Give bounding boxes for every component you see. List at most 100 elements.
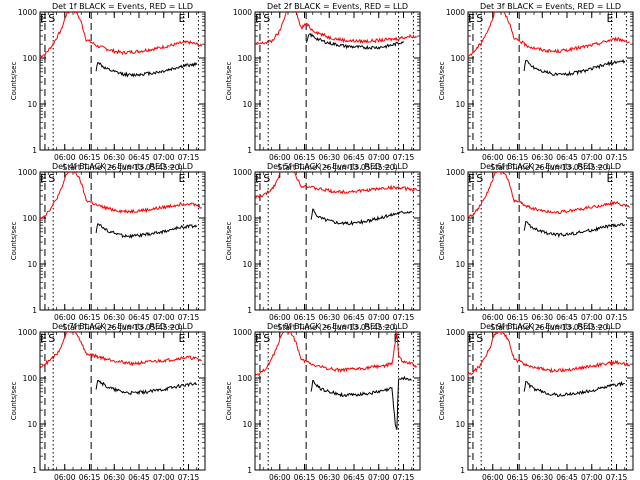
panel-axes-frame — [467, 171, 634, 311]
panel-axes-frame — [254, 171, 421, 311]
series-group — [468, 172, 631, 238]
x-tick-label: 07:15 — [393, 153, 415, 162]
x-tick-label: 06:00 — [269, 473, 291, 480]
panel-axes-frame — [467, 331, 634, 471]
y-tick-label: 1000 — [18, 328, 37, 337]
lld-series-line — [468, 332, 631, 376]
panel-title: Det 1f BLACK = Events, RED = LLD — [52, 2, 193, 11]
y-tick-label: 10 — [27, 100, 37, 109]
y-axis-label: Counts/sec — [225, 382, 233, 421]
y-tick-label: 1000 — [233, 328, 252, 337]
x-axis-label: Start Time (26-Jun-13 05:45:20) — [278, 163, 398, 172]
x-tick-label: 06:15 — [294, 313, 316, 322]
x-tick-label: 06:15 — [294, 473, 316, 480]
panel-title: Det 6f BLACK = Events, RED = LLD — [480, 162, 621, 171]
y-tick-label: 1 — [32, 146, 37, 155]
x-tick-label: 07:00 — [581, 153, 603, 162]
x-tick-label: 06:00 — [269, 153, 291, 162]
y-tick-label: 10 — [27, 260, 37, 269]
x-tick-label: 06:15 — [507, 153, 529, 162]
lld-series-line — [255, 332, 418, 378]
x-tick-label: 07:00 — [153, 313, 175, 322]
time-marker-label: E — [468, 172, 475, 185]
x-tick-label: 07:15 — [606, 153, 628, 162]
y-axis-label: Counts/sec — [10, 62, 18, 101]
events-series-line — [95, 61, 198, 78]
time-marker-label: E — [179, 332, 186, 345]
x-tick-label: 06:30 — [103, 153, 125, 162]
x-tick-label: 06:00 — [54, 153, 76, 162]
events-series-line — [305, 33, 404, 50]
y-tick-label: 10 — [455, 260, 465, 269]
y-tick-label: 100 — [23, 374, 38, 383]
panel-axes-frame — [39, 11, 206, 151]
x-tick-label: 07:00 — [368, 473, 390, 480]
time-marker-label: E — [255, 12, 262, 25]
y-axis-label: Counts/sec — [225, 222, 233, 261]
x-tick-label: 06:45 — [343, 313, 365, 322]
time-marker-label: S — [48, 172, 55, 185]
y-tick-label: 100 — [238, 374, 253, 383]
time-marker-label: S — [48, 12, 55, 25]
x-tick-label: 06:45 — [556, 473, 578, 480]
lld-series-line — [255, 172, 418, 199]
detector-panel: Det 8f BLACK = Events, RED = LLD 1 10 100 10… — [225, 322, 421, 480]
x-tick-label: 06:15 — [79, 473, 101, 480]
detector-panel: Det 2f BLACK = Events, RED = LLD 1 10 100 10… — [225, 2, 421, 172]
y-tick-label: 1 — [247, 466, 252, 475]
time-marker-label: E — [40, 172, 47, 185]
y-tick-label: 1 — [247, 146, 252, 155]
y-axis-label: Counts/sec — [10, 222, 18, 261]
time-marker-label: E — [468, 332, 475, 345]
panel-title: Det 7f BLACK = Events, RED = LLD — [52, 322, 193, 331]
x-tick-label: 06:15 — [79, 153, 101, 162]
y-tick-label: 10 — [242, 100, 252, 109]
x-tick-label: 07:15 — [178, 473, 200, 480]
y-tick-label: 100 — [451, 374, 466, 383]
series-group — [468, 332, 631, 398]
y-tick-label: 1000 — [18, 8, 37, 17]
x-tick-label: 06:45 — [556, 313, 578, 322]
y-tick-label: 10 — [455, 420, 465, 429]
x-tick-label: 06:30 — [318, 473, 340, 480]
x-tick-label: 07:15 — [606, 313, 628, 322]
events-series-line — [95, 379, 198, 396]
panel-axes-frame — [467, 11, 634, 151]
y-axis-label: Counts/sec — [438, 382, 446, 421]
x-axis-label: Start Time (26-Jun-13 05:45:20) — [491, 323, 611, 332]
detector-panel: Det 6f BLACK = Events, RED = LLD 1 10 100 10… — [438, 162, 634, 332]
x-tick-label: 07:15 — [393, 473, 415, 480]
lld-series-line — [40, 12, 203, 58]
y-tick-label: 1 — [32, 306, 37, 315]
panel-title: Det 4f BLACK = Events, RED = LLD — [52, 162, 193, 171]
time-marker-label: S — [48, 332, 55, 345]
lld-series-line — [40, 332, 202, 369]
time-marker-label: E — [255, 172, 262, 185]
events-series-line — [310, 208, 413, 227]
events-series-line — [95, 223, 198, 239]
y-tick-label: 100 — [238, 214, 253, 223]
panel-axes-frame — [254, 331, 421, 471]
time-marker-label: S — [476, 332, 483, 345]
detector-panel: Det 9f BLACK = Events, RED = LLD 1 10 100 10… — [438, 322, 634, 480]
y-tick-label: 100 — [23, 54, 38, 63]
series-group — [255, 332, 418, 430]
x-tick-label: 06:45 — [128, 313, 150, 322]
x-tick-label: 06:30 — [318, 313, 340, 322]
x-tick-label: 06:45 — [343, 153, 365, 162]
y-tick-label: 1 — [247, 306, 252, 315]
time-marker-label: E — [40, 332, 47, 345]
x-tick-label: 07:00 — [368, 313, 390, 322]
x-tick-label: 06:00 — [54, 313, 76, 322]
x-tick-label: 06:30 — [531, 473, 553, 480]
detector-panel: Det 7f BLACK = Events, RED = LLD 1 10 100 10… — [10, 322, 206, 480]
series-group — [40, 12, 203, 78]
x-axis-label: Start Time (26-Jun-13 05:45:20) — [63, 163, 183, 172]
y-tick-label: 100 — [451, 214, 466, 223]
x-axis-label: Start Time (26-Jun-13 05:45:20) — [278, 323, 398, 332]
lld-series-line — [468, 12, 630, 57]
x-axis-label: Start Time (26-Jun-13 05:45:20) — [491, 163, 611, 172]
y-tick-label: 10 — [242, 260, 252, 269]
time-marker-label: S — [263, 332, 270, 345]
y-tick-label: 100 — [238, 54, 253, 63]
